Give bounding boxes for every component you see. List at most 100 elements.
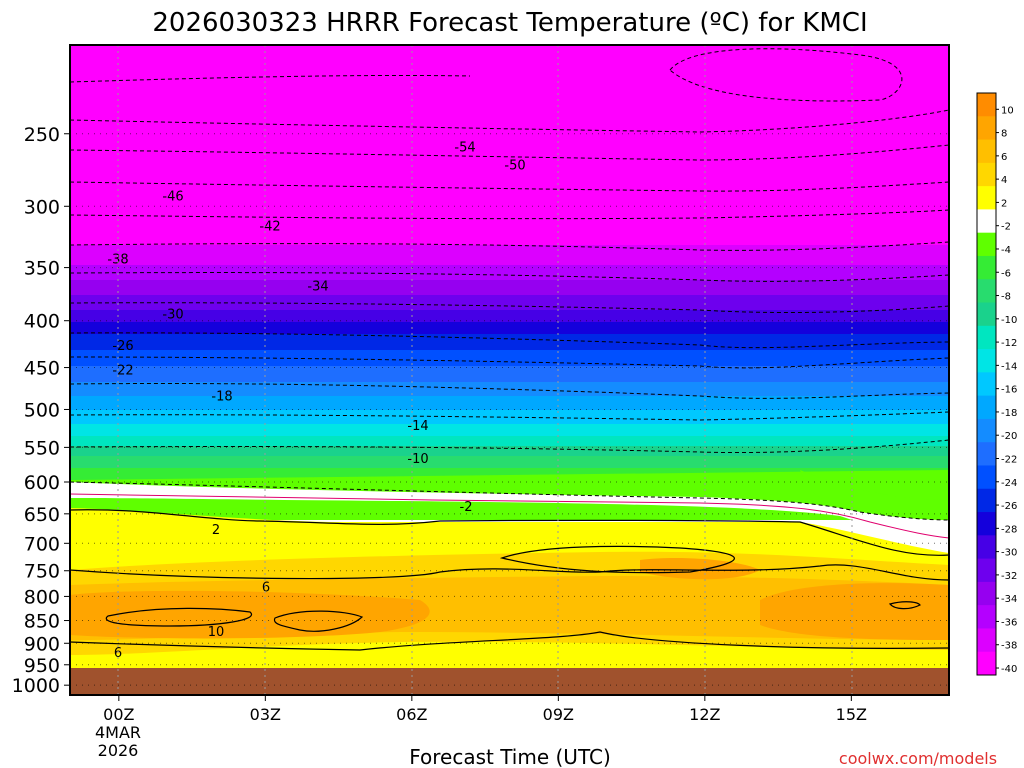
contour-line bbox=[70, 631, 949, 651]
x-tick-label: 06Z bbox=[396, 705, 427, 724]
contour-label: -54 bbox=[454, 140, 475, 155]
contour-label: -2 bbox=[460, 500, 473, 515]
colorbar-swatch bbox=[977, 302, 996, 327]
colorbar-swatch bbox=[977, 605, 996, 629]
x-tick-label: 03Z bbox=[250, 705, 281, 724]
colorbar-swatch bbox=[977, 325, 996, 350]
colorbar-label: -34 bbox=[1001, 594, 1017, 605]
y-tick-label: 350 bbox=[24, 258, 60, 280]
band-indigo bbox=[70, 295, 949, 310]
band-blue bbox=[70, 334, 949, 350]
colorbar-swatch bbox=[977, 651, 996, 676]
contour-line bbox=[70, 493, 949, 539]
y-tick-label: 250 bbox=[24, 124, 60, 146]
contour-label: -50 bbox=[504, 158, 525, 173]
contour-line bbox=[70, 481, 949, 521]
band-white bbox=[70, 482, 949, 540]
contour-line bbox=[70, 272, 949, 282]
contour-line bbox=[105, 607, 253, 627]
band-orange-mid bbox=[640, 558, 760, 580]
chart-title: 2026030323 HRRR Forecast Temperature (ºC… bbox=[152, 8, 867, 38]
contour-label: -18 bbox=[211, 390, 232, 405]
band-sky bbox=[70, 396, 949, 410]
colorbar-swatch bbox=[977, 465, 996, 490]
colorbar-swatch bbox=[977, 488, 996, 513]
contour-line bbox=[70, 109, 949, 133]
colorbar-swatch bbox=[977, 349, 996, 373]
colorbar-swatch bbox=[977, 279, 996, 304]
colorbar-label: -26 bbox=[1001, 501, 1017, 512]
colorbar-swatch bbox=[977, 628, 996, 653]
colorbar-label: -16 bbox=[1001, 385, 1017, 396]
contour-line bbox=[70, 209, 949, 220]
contour-line bbox=[499, 545, 735, 574]
band-teal bbox=[70, 446, 949, 456]
colorbar-label: -18 bbox=[1001, 408, 1017, 419]
contour-line bbox=[888, 601, 921, 610]
contour-lines bbox=[70, 48, 949, 651]
contour-label: -26 bbox=[112, 339, 133, 354]
y-tick-label: 900 bbox=[24, 633, 60, 655]
contour-line bbox=[669, 48, 903, 102]
contour-line bbox=[70, 356, 949, 369]
contour-line bbox=[70, 509, 949, 556]
y-tick-label: 500 bbox=[24, 399, 60, 421]
vertical-grid bbox=[117, 45, 853, 695]
x-axis-start-date: 4MAR bbox=[95, 723, 141, 742]
colorbar-label: -30 bbox=[1001, 548, 1017, 559]
colorbar-label: 4 bbox=[1001, 175, 1007, 186]
colorbar-label: -2 bbox=[1001, 222, 1011, 233]
horizontal-grid bbox=[70, 133, 949, 686]
y-tick-label: 450 bbox=[24, 358, 60, 380]
y-tick-label: 400 bbox=[24, 311, 60, 333]
colorbar-label: -10 bbox=[1001, 315, 1017, 326]
y-tick-label: 950 bbox=[24, 655, 60, 677]
colorbar-label: -8 bbox=[1001, 292, 1011, 303]
pressure-axis: 2503003504004505005506006507007508008509… bbox=[12, 124, 70, 697]
contour-label: -46 bbox=[162, 190, 183, 205]
contour-label: 6 bbox=[262, 580, 270, 595]
colorbar-label: 8 bbox=[1001, 129, 1007, 140]
colorbar-swatch bbox=[977, 558, 996, 583]
contour-line bbox=[70, 181, 949, 192]
colorbar-swatch bbox=[977, 512, 996, 536]
plot-area: -54-50-46-42-38-34-30-26-22-18-14-10-226… bbox=[70, 45, 949, 695]
colorbar-swatch bbox=[977, 535, 996, 560]
y-tick-label: 750 bbox=[24, 561, 60, 583]
colorbar-swatch bbox=[977, 395, 996, 420]
colorbar-swatch bbox=[977, 581, 996, 606]
band-aqua bbox=[70, 436, 949, 446]
colorbar-label: -22 bbox=[1001, 454, 1017, 465]
y-tick-label: 650 bbox=[24, 504, 60, 526]
x-tick-label: 12Z bbox=[689, 705, 720, 724]
colorbar-swatch bbox=[977, 418, 996, 443]
colorbar-label: 6 bbox=[1001, 152, 1007, 163]
contour-label: -38 bbox=[107, 252, 128, 267]
colorbar-label: -4 bbox=[1001, 245, 1011, 256]
band-ground bbox=[70, 668, 949, 695]
plot-frame bbox=[69, 44, 950, 696]
y-tick-label: 300 bbox=[24, 196, 60, 218]
contour-label: -34 bbox=[307, 279, 328, 294]
colorbar-swatch bbox=[977, 139, 996, 164]
x-axis-label: Forecast Time (UTC) bbox=[409, 745, 611, 768]
band-purple bbox=[70, 265, 949, 280]
colorbar-swatch bbox=[977, 186, 996, 210]
band-blue-2 bbox=[70, 350, 949, 366]
y-tick-label: 550 bbox=[24, 437, 60, 459]
x-tick-label: 15Z bbox=[836, 705, 867, 724]
x-tick-label: 09Z bbox=[543, 705, 574, 724]
colorbar-label: -20 bbox=[1001, 431, 1017, 442]
contour-line bbox=[70, 144, 949, 161]
colorbar-label: 2 bbox=[1001, 198, 1007, 209]
contour-line bbox=[70, 383, 949, 399]
colorbar-swatch bbox=[977, 162, 996, 187]
colorbar: 10 8 6 4 2 -2 -4 -6 -8 -10 -12 -14 -16 -18 -20 -22 -24 -2… bbox=[976, 92, 1017, 676]
band-cyan bbox=[70, 424, 949, 436]
colorbar-label: -12 bbox=[1001, 338, 1017, 349]
contour-label: -10 bbox=[407, 452, 428, 467]
colorbar-swatch bbox=[977, 255, 996, 280]
contour-line bbox=[70, 74, 471, 83]
contour-line bbox=[70, 241, 949, 251]
